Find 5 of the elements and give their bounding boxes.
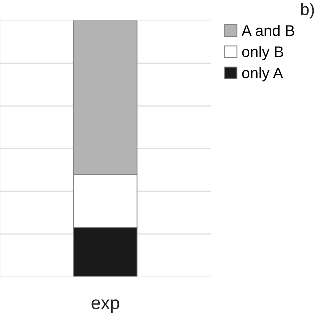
legend-label: A and B — [242, 25, 294, 36]
x-tick-label: exp — [92, 300, 120, 314]
text: b) — [301, 3, 314, 19]
legend-label: only A — [242, 67, 284, 82]
legend-label: only B — [242, 46, 284, 60]
